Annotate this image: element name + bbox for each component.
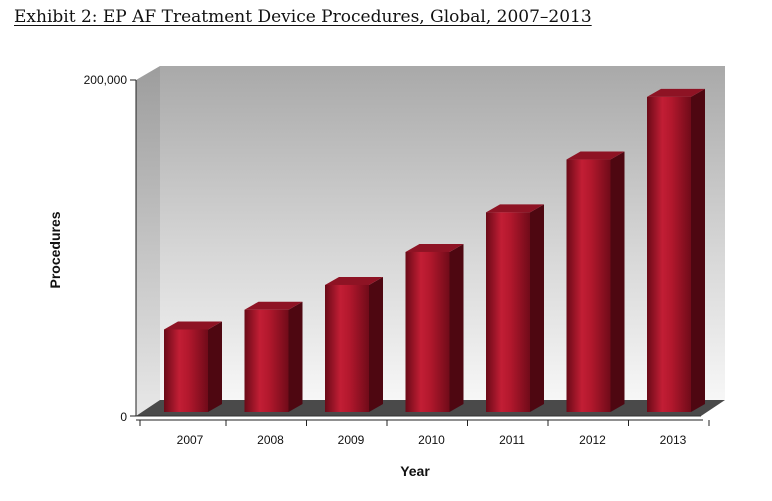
x-tick-label-2011: 2011: [499, 433, 525, 447]
bar-2007: [164, 321, 222, 412]
bar-2011: [486, 204, 544, 412]
bar-2012: [566, 151, 625, 413]
x-tick-label-2013: 2013: [660, 433, 687, 447]
bar-2013: [647, 88, 705, 412]
plot-side-wall: [136, 66, 160, 416]
x-tick-label-2007: 2007: [177, 433, 204, 447]
bar-2009: [325, 276, 383, 412]
x-axis-label: Year: [400, 463, 430, 479]
chart-title: Exhibit 2: EP AF Treatment Device Proced…: [14, 7, 592, 27]
x-tick-label-2010: 2010: [418, 433, 445, 447]
bar-2010: [405, 243, 464, 412]
x-tick-label-2009: 2009: [338, 433, 365, 447]
y-axis-label: Procedures: [47, 211, 63, 288]
bar-2008: [244, 301, 303, 412]
y-tick-label-zero: 0: [120, 410, 127, 424]
x-tick-label-2012: 2012: [579, 433, 606, 447]
x-tick-label-2008: 2008: [257, 433, 284, 447]
y-tick-label-max: 200,000: [84, 73, 128, 87]
